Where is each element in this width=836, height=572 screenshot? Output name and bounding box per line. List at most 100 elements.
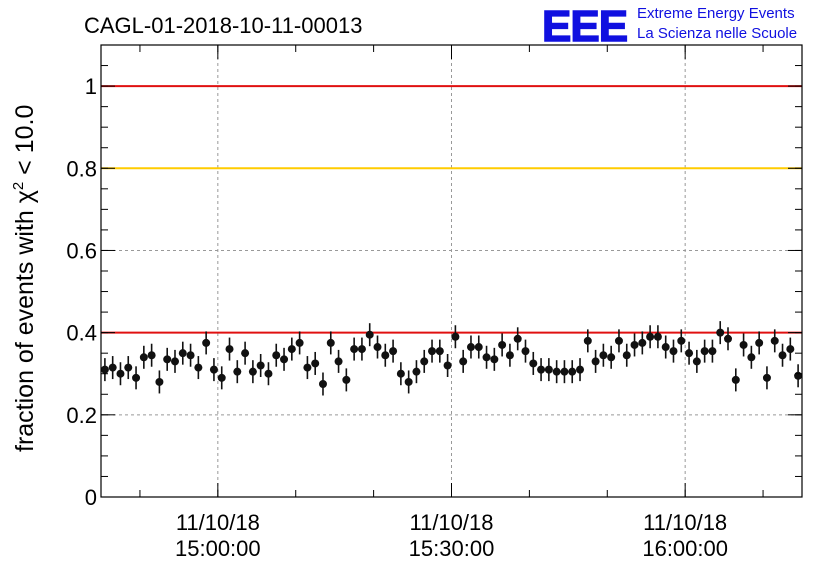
data-point <box>280 355 289 364</box>
data-point <box>412 367 421 376</box>
data-point <box>420 357 429 366</box>
data-point <box>139 353 148 362</box>
x-tick-date-label: 11/10/18 <box>409 510 493 535</box>
data-point <box>498 340 507 349</box>
data-point <box>661 343 670 352</box>
data-point <box>614 336 623 345</box>
data-point <box>739 340 748 349</box>
data-point <box>731 375 740 384</box>
data-point <box>381 351 390 360</box>
data-point <box>700 347 709 356</box>
data-point <box>303 363 312 372</box>
data-point <box>233 367 242 376</box>
y-axis-label-sup: 2 <box>10 182 27 190</box>
data-point <box>435 347 444 356</box>
y-axis-label-suffix: < 10.0 <box>11 105 39 182</box>
data-point <box>762 373 771 382</box>
data-point <box>116 369 125 378</box>
eee-logo-mark: EEE <box>542 2 627 51</box>
data-point <box>669 347 678 356</box>
data-point <box>350 345 359 354</box>
data-point <box>108 363 117 372</box>
data-point <box>599 351 608 360</box>
axes: 00.20.40.60.8111/10/1815:00:0011/10/1815… <box>66 44 802 561</box>
x-tick-date-label: 11/10/18 <box>176 510 260 535</box>
data-point <box>724 334 733 343</box>
data-point <box>396 369 405 378</box>
data-point <box>692 357 701 366</box>
data-point <box>505 351 514 360</box>
data-point <box>794 371 803 380</box>
data-point <box>217 373 226 382</box>
data-point <box>537 365 546 374</box>
data-point <box>770 336 779 345</box>
y-axis-label-prefix: fraction of events with <box>11 203 39 452</box>
data-point <box>622 351 631 360</box>
x-tick-time-label: 16:00:00 <box>642 536 728 561</box>
grid <box>101 45 802 497</box>
eee-logo: EEE Extreme Energy Events La Scienza nel… <box>541 1 797 52</box>
y-tick-label: 0.8 <box>66 156 97 181</box>
data-point <box>202 338 211 347</box>
data-point <box>544 365 553 374</box>
data-point <box>318 380 327 388</box>
data-point <box>583 336 592 345</box>
eee-logo-line1: Extreme Energy Events <box>637 5 795 22</box>
data-point <box>287 345 296 354</box>
data-point <box>334 357 343 366</box>
data-point <box>607 353 616 362</box>
data-point <box>194 363 203 372</box>
data-point <box>466 343 475 352</box>
data-point <box>225 345 234 354</box>
data-point <box>747 353 756 362</box>
data-point <box>404 377 413 386</box>
data-point <box>755 338 764 347</box>
data-point <box>459 357 468 366</box>
data-point <box>568 367 577 376</box>
data-point <box>124 363 133 372</box>
data-point <box>100 365 109 374</box>
data-point <box>552 367 561 376</box>
data-point <box>248 367 257 376</box>
data-point <box>490 355 499 364</box>
data-point <box>264 369 273 378</box>
data-point <box>132 373 141 382</box>
data-point <box>560 367 569 376</box>
data-point <box>677 336 686 345</box>
x-tick-time-label: 15:00:00 <box>175 536 261 561</box>
data-point <box>451 332 460 341</box>
data-point <box>630 340 639 349</box>
data-point <box>311 359 320 368</box>
data-points <box>100 321 803 396</box>
data-point <box>513 334 522 343</box>
data-point <box>778 351 787 360</box>
data-point <box>256 361 265 370</box>
data-point <box>342 375 351 384</box>
data-point <box>295 338 304 347</box>
data-point <box>708 347 717 356</box>
data-point <box>591 357 600 366</box>
eee-logo-line2: La Scienza nelle Scuole <box>637 25 797 42</box>
y-tick-label: 1 <box>85 74 97 99</box>
chart-title: CAGL-01-2018-10-11-00013 <box>84 13 362 38</box>
data-point <box>155 377 164 386</box>
data-point <box>638 338 647 347</box>
data-point <box>482 353 491 362</box>
data-point <box>786 345 795 354</box>
data-point <box>428 347 437 356</box>
y-axis-label-chi: χ <box>11 190 39 203</box>
data-point <box>209 365 218 374</box>
x-tick-date-label: 11/10/18 <box>643 510 727 535</box>
data-point <box>272 351 281 360</box>
data-point <box>147 351 156 360</box>
data-point <box>716 328 725 337</box>
data-point <box>373 343 382 352</box>
reference-lines <box>101 85 802 334</box>
data-point <box>653 332 662 341</box>
data-point <box>443 361 452 370</box>
x-tick-time-label: 15:30:00 <box>409 536 495 561</box>
y-tick-label: 0 <box>85 485 97 510</box>
y-tick-label: 0.2 <box>66 403 97 428</box>
data-point <box>389 347 398 356</box>
